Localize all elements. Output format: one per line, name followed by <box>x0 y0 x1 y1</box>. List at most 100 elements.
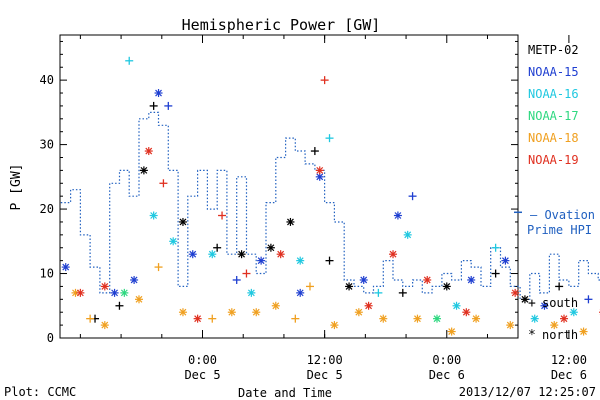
star-mark-d2 <box>179 218 187 226</box>
data-point <box>579 327 588 336</box>
star-mark-d2 <box>414 315 421 323</box>
data-point <box>447 327 456 336</box>
data-point <box>315 166 324 175</box>
data-point <box>359 275 368 284</box>
data-point <box>208 250 217 259</box>
star-mark-d2 <box>330 321 338 329</box>
star-mark-d2 <box>228 308 236 316</box>
data-point <box>213 243 222 252</box>
data-point <box>442 282 451 291</box>
y-tick-label: 30 <box>40 138 54 152</box>
data-point <box>257 256 266 265</box>
star-mark-d2 <box>365 302 373 310</box>
x-tick-time: 0:00 <box>432 353 461 367</box>
star-mark-d2 <box>472 315 480 323</box>
star-mark-d2 <box>433 315 441 323</box>
data-point <box>291 314 300 323</box>
data-point <box>325 256 334 265</box>
data-point <box>154 89 163 98</box>
star-mark-d2 <box>150 212 158 219</box>
star-mark-d2 <box>462 308 470 316</box>
star-mark-d2 <box>379 315 387 323</box>
data-point <box>149 101 158 110</box>
star-mark-d2 <box>189 250 197 258</box>
x-axis-label: Date and Time <box>238 386 332 400</box>
symbol-legend: + south * north <box>528 296 578 343</box>
star-mark-d2 <box>208 250 216 258</box>
data-point <box>398 288 407 297</box>
data-point <box>354 308 363 317</box>
data-point <box>330 321 339 330</box>
x-tick-date: Dec 6 <box>551 368 587 382</box>
star-mark-d2 <box>247 289 255 297</box>
star-mark-d2 <box>511 289 519 297</box>
data-point <box>413 314 422 323</box>
ovation-series <box>60 111 600 300</box>
data-point <box>193 314 202 323</box>
star-mark-d2 <box>101 283 109 290</box>
star-mark-d2 <box>257 257 265 265</box>
data-point <box>389 250 398 259</box>
star-mark-d2 <box>360 276 368 284</box>
data-point <box>560 314 569 323</box>
star-mark-d2 <box>443 283 451 290</box>
data-point <box>61 263 70 272</box>
satellite-points <box>61 56 600 336</box>
data-point <box>169 237 178 246</box>
data-point <box>296 288 305 297</box>
star-mark-d2 <box>101 321 109 329</box>
ovation-legend-line: — Ovation <box>530 208 595 222</box>
data-point <box>154 263 163 272</box>
data-point <box>501 256 510 265</box>
star-mark-d2 <box>277 250 285 258</box>
data-point <box>252 308 261 317</box>
x-tick-date: Dec 5 <box>307 368 343 382</box>
data-point <box>178 308 187 317</box>
data-point <box>271 301 280 310</box>
data-point <box>237 250 246 259</box>
legend-item: NOAA-17 <box>528 109 579 123</box>
star-mark-d2 <box>521 295 529 303</box>
data-point <box>467 275 476 284</box>
star-mark-d2 <box>448 328 456 335</box>
star-mark-d2 <box>345 283 353 290</box>
y-axis: 0 10 20 30 40 <box>40 40 518 345</box>
star-mark-d2 <box>570 308 578 316</box>
data-point <box>530 314 539 323</box>
data-point <box>276 250 285 259</box>
legend-item: NOAA-18 <box>528 131 579 145</box>
star-mark-d2 <box>179 308 187 316</box>
symbol-legend-mark: * <box>528 328 536 343</box>
legend-item: NOAA-15 <box>528 65 579 79</box>
star-mark-d2 <box>580 328 587 335</box>
data-point <box>506 321 515 330</box>
data-point <box>325 134 334 143</box>
x-tick-date: Dec 5 <box>184 368 220 382</box>
data-point <box>115 301 124 310</box>
data-point <box>374 288 383 297</box>
star-mark-d2 <box>130 276 138 284</box>
data-point <box>266 243 275 252</box>
x-tick-date: Dec 6 <box>429 368 465 382</box>
data-point <box>159 179 168 188</box>
data-point <box>433 314 442 323</box>
star-mark-d2 <box>135 295 143 303</box>
star-mark-d2 <box>423 276 431 284</box>
star-mark-d2 <box>120 289 128 297</box>
data-point <box>120 288 129 297</box>
data-point <box>134 295 143 304</box>
data-point <box>149 211 158 220</box>
data-point <box>379 314 388 323</box>
data-point <box>100 321 109 330</box>
x-tick-time: 12:00 <box>307 353 343 367</box>
y-tick-label: 0 <box>47 331 54 345</box>
data-point <box>125 56 134 65</box>
data-point <box>452 301 461 310</box>
data-point <box>540 301 549 310</box>
data-point <box>393 211 402 220</box>
star-mark-d2 <box>394 212 402 219</box>
data-point <box>247 288 256 297</box>
data-point <box>364 301 373 310</box>
